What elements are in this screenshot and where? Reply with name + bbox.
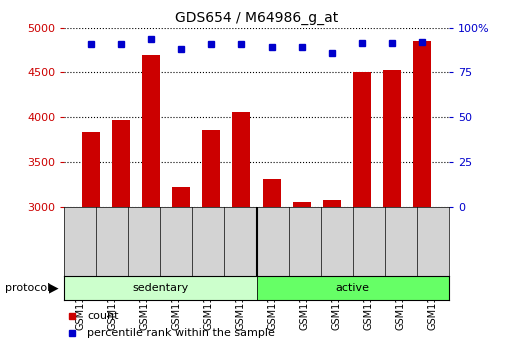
Bar (353, 71, 371, 207)
Text: sedentary: sedentary (132, 283, 188, 293)
Bar (413, 41, 431, 207)
Bar (64, 276, 256, 300)
Text: ▶: ▶ (49, 282, 58, 295)
Text: count: count (87, 311, 119, 321)
Bar (323, 200, 341, 207)
Bar (172, 187, 190, 207)
Text: percentile rank within the sample: percentile rank within the sample (87, 328, 275, 338)
Bar (142, 56, 160, 207)
Text: active: active (336, 283, 370, 293)
Bar (293, 201, 311, 207)
Bar (256, 276, 449, 300)
Bar (263, 179, 281, 207)
Bar (383, 70, 401, 207)
Bar (232, 112, 250, 207)
Bar (112, 120, 130, 207)
Title: GDS654 / M64986_g_at: GDS654 / M64986_g_at (175, 11, 338, 25)
Bar (82, 132, 100, 207)
Text: protocol: protocol (5, 283, 50, 293)
Bar (202, 130, 220, 207)
